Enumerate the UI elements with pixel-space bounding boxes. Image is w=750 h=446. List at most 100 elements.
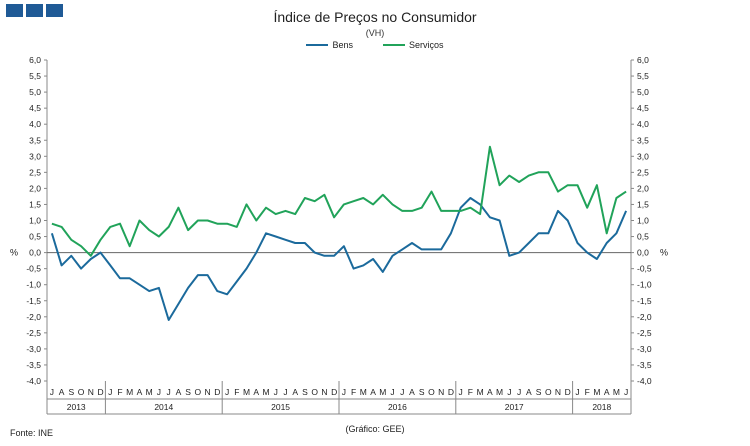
x-tick-label-month: N [438, 387, 444, 397]
y-tick-label-right: -3,5 [637, 360, 652, 370]
chart-title: Índice de Preços no Consumidor [273, 9, 477, 25]
x-tick-label-month: D [448, 387, 454, 397]
y-tick-label-right: -3,0 [637, 344, 652, 354]
x-tick-label-month: F [585, 387, 590, 397]
y-tick-label-left: 4,5 [29, 103, 41, 113]
legend-item-servicos: Serviços [383, 40, 444, 50]
x-year-label: 2014 [154, 402, 173, 412]
x-tick-label-month: J [167, 387, 171, 397]
x-tick-label-month: J [517, 387, 521, 397]
y-tick-label-left: 0,0 [29, 248, 41, 258]
logo-block [46, 4, 63, 17]
y-tick-label-left: -3,0 [26, 344, 41, 354]
x-tick-label-month: M [243, 387, 250, 397]
legend-label-bens: Bens [332, 40, 353, 50]
source-note: Fonte: INE [10, 428, 54, 438]
y-tick-label-left: 0,5 [29, 232, 41, 242]
y-tick-label-right: -1,0 [637, 280, 652, 290]
x-tick-label-month: M [593, 387, 600, 397]
x-tick-label-month: S [302, 387, 308, 397]
x-tick-label-month: J [507, 387, 511, 397]
y-tick-label-right: 5,0 [637, 87, 649, 97]
x-tick-label-month: F [351, 387, 356, 397]
x-tick-label-month: J [283, 387, 287, 397]
y-tick-label-right: 2,5 [637, 167, 649, 177]
legend-item-bens: Bens [306, 40, 353, 50]
x-tick-label-month: J [225, 387, 229, 397]
y-tick-label-left: 1,5 [29, 199, 41, 209]
x-tick-label-month: A [409, 387, 415, 397]
y-axis-unit-right: % [660, 248, 668, 258]
y-tick-label-right: -4,0 [637, 376, 652, 386]
logo-block [6, 4, 23, 17]
x-tick-label-month: A [176, 387, 182, 397]
x-tick-label-month: S [536, 387, 542, 397]
x-tick-label-month: D [97, 387, 103, 397]
x-tick-label-month: J [274, 387, 278, 397]
y-tick-label-right: -1,5 [637, 296, 652, 306]
x-tick-label-month: S [185, 387, 191, 397]
y-tick-label-left: 5,0 [29, 87, 41, 97]
x-tick-label-month: O [311, 387, 318, 397]
y-tick-label-left: -1,0 [26, 280, 41, 290]
x-tick-label-month: F [468, 387, 473, 397]
x-tick-label-month: A [137, 387, 143, 397]
series-line-bens [50, 197, 628, 321]
x-year-label: 2013 [67, 402, 86, 412]
x-tick-label-month: M [126, 387, 133, 397]
y-tick-label-right: 0,5 [637, 232, 649, 242]
series-line-servicos [51, 145, 627, 257]
x-tick-label-month: N [205, 387, 211, 397]
logo [6, 4, 63, 17]
x-tick-label-month: M [146, 387, 153, 397]
y-tick-label-right: 3,0 [637, 151, 649, 161]
y-tick-label-right: 1,0 [637, 216, 649, 226]
x-tick-label-month: J [50, 387, 54, 397]
y-tick-label-left: -1,5 [26, 296, 41, 306]
x-tick-label-month: J [342, 387, 346, 397]
x-tick-label-month: J [400, 387, 404, 397]
x-tick-label-month: J [390, 387, 394, 397]
x-tick-label-month: M [360, 387, 367, 397]
x-tick-label-month: O [545, 387, 552, 397]
y-tick-label-left: -2,0 [26, 312, 41, 322]
x-tick-label-month: M [379, 387, 386, 397]
x-tick-label-month: F [234, 387, 239, 397]
x-tick-label-month: M [477, 387, 484, 397]
y-axis-unit-left: % [10, 248, 18, 258]
y-tick-label-left: 2,0 [29, 183, 41, 193]
x-tick-label-month: A [526, 387, 532, 397]
y-tick-label-right: 4,5 [637, 103, 649, 113]
y-tick-label-left: -3,5 [26, 360, 41, 370]
legend-swatch-servicos [383, 44, 405, 46]
y-tick-label-left: -2,5 [26, 328, 41, 338]
x-tick-label-month: A [253, 387, 259, 397]
x-tick-label-month: N [321, 387, 327, 397]
x-tick-label-month: D [565, 387, 571, 397]
y-tick-label-right: -0,5 [637, 264, 652, 274]
x-tick-label-month: A [370, 387, 376, 397]
y-tick-label-left: 5,5 [29, 71, 41, 81]
y-tick-label-right: 6,0 [637, 55, 649, 65]
y-tick-label-left: 2,5 [29, 167, 41, 177]
chart-credit: (Gráfico: GEE) [345, 424, 405, 434]
x-year-label: 2016 [388, 402, 407, 412]
x-tick-label-month: J [157, 387, 161, 397]
y-tick-label-left: 3,5 [29, 135, 41, 145]
x-tick-label-month: M [496, 387, 503, 397]
x-year-label: 2015 [271, 402, 290, 412]
x-tick-label-month: J [459, 387, 463, 397]
x-tick-label-month: A [292, 387, 298, 397]
y-tick-label-left: -0,5 [26, 264, 41, 274]
x-tick-label-month: J [108, 387, 112, 397]
y-tick-label-right: -2,0 [637, 312, 652, 322]
x-tick-label-month: M [613, 387, 620, 397]
x-tick-label-month: O [195, 387, 202, 397]
x-tick-label-month: O [78, 387, 85, 397]
x-tick-label-month: J [624, 387, 628, 397]
x-year-label: 2018 [592, 402, 611, 412]
y-tick-label-right: 5,5 [637, 71, 649, 81]
y-tick-label-right: 2,0 [637, 183, 649, 193]
legend-swatch-bens [306, 44, 329, 46]
